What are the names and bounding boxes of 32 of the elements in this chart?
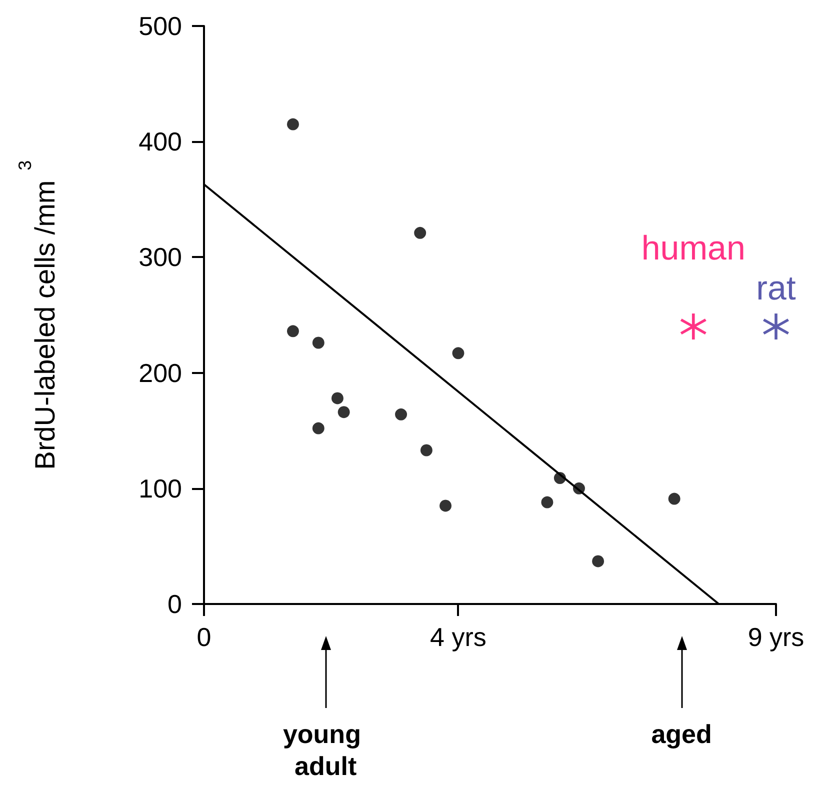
point bbox=[452, 347, 464, 360]
x-tick-label: 0 bbox=[196, 622, 212, 652]
series-label: human bbox=[641, 230, 746, 268]
point bbox=[420, 444, 432, 456]
series-label: rat bbox=[756, 270, 796, 308]
point bbox=[592, 555, 604, 568]
point bbox=[331, 392, 344, 404]
point bbox=[554, 472, 566, 484]
x-tick-label: 4 yrs bbox=[430, 622, 486, 652]
point bbox=[286, 325, 299, 338]
point bbox=[414, 226, 426, 239]
point bbox=[440, 500, 452, 512]
point bbox=[286, 118, 299, 130]
point bbox=[668, 492, 680, 505]
point bbox=[763, 314, 789, 340]
point bbox=[338, 406, 350, 418]
text: young adult bbox=[282, 719, 368, 781]
y-tick-label: 300 bbox=[138, 242, 182, 272]
y-axis-title: BrdU-labeled cells /mm3 bbox=[15, 160, 60, 470]
y-tick-label: 200 bbox=[138, 358, 182, 388]
point bbox=[541, 496, 554, 508]
text: aged bbox=[651, 719, 712, 749]
point bbox=[572, 482, 585, 494]
x-tick-label: 9 yrs bbox=[748, 622, 804, 652]
y-tick-label: 500 bbox=[138, 11, 182, 41]
y-tick-label: 0 bbox=[168, 589, 182, 619]
point bbox=[312, 422, 324, 434]
point bbox=[680, 314, 706, 340]
y-tick-label: 400 bbox=[138, 126, 182, 157]
y-tick-label: 100 bbox=[138, 473, 182, 504]
point bbox=[395, 408, 408, 420]
point bbox=[312, 336, 324, 349]
